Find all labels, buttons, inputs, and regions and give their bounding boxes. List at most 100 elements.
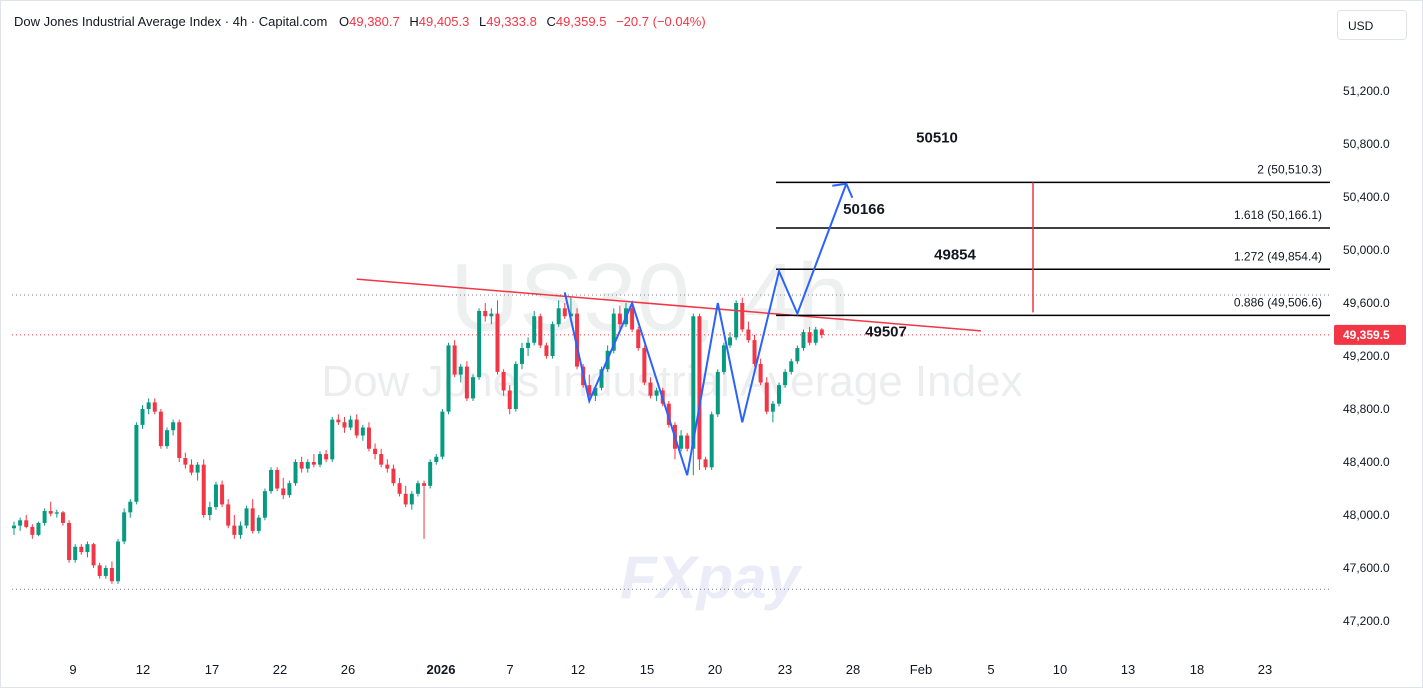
candle-body <box>783 371 788 386</box>
x-tick-label: 28 <box>846 662 860 677</box>
x-tick-label: 7 <box>506 662 513 677</box>
candle-body <box>422 483 427 486</box>
y-tick-label: 47,600.0 <box>1343 561 1390 575</box>
candle-body <box>440 411 445 457</box>
candle-body <box>226 504 231 526</box>
candle-body <box>740 303 745 330</box>
fib-annotation: 49854 <box>934 246 976 263</box>
candle-body <box>507 390 512 409</box>
y-tick-label: 50,000.0 <box>1343 243 1390 257</box>
symbol-title[interactable]: Dow Jones Industrial Average Index · 4h … <box>14 14 328 29</box>
candle-body <box>275 469 280 489</box>
candle-body <box>152 402 157 412</box>
candle-body <box>703 459 708 468</box>
candle-body <box>287 483 292 496</box>
chart-header: Dow Jones Industrial Average Index · 4h … <box>14 14 712 29</box>
candle-body <box>464 366 469 399</box>
candle-body <box>630 308 635 330</box>
currency-button[interactable]: USD <box>1337 10 1407 40</box>
fib-level-label: 2 (50,510.3) <box>1257 162 1322 176</box>
x-tick-label: 22 <box>273 662 287 677</box>
candle-body <box>538 316 543 346</box>
candle-body <box>60 512 65 523</box>
candle-body <box>709 414 714 468</box>
candle-body <box>207 507 212 515</box>
candle-body <box>611 313 616 351</box>
candle-body <box>305 462 310 469</box>
fib-annotation: 50510 <box>916 129 958 146</box>
low-value: 49,333.8 <box>486 14 537 29</box>
candle-body <box>189 464 194 473</box>
x-tick-label: 9 <box>69 662 76 677</box>
candles-group <box>12 297 824 584</box>
candle-body <box>513 363 518 409</box>
candle-body <box>36 522 41 535</box>
candle-body <box>526 342 531 349</box>
candle-body <box>446 345 451 412</box>
candle-body <box>654 390 659 396</box>
candle-body <box>636 329 641 349</box>
candle-body <box>642 348 647 383</box>
candle-body <box>519 348 524 364</box>
candle-body <box>385 464 390 469</box>
watermark-name: Dow Jones Industrial Average Index <box>321 357 1022 406</box>
x-tick-label: 12 <box>571 662 585 677</box>
candle-body <box>232 525 237 535</box>
candle-body <box>770 403 775 412</box>
x-tick-label: 17 <box>205 662 219 677</box>
candle-body <box>366 427 371 449</box>
candle-body <box>458 366 463 375</box>
candle-body <box>220 484 225 505</box>
x-tick-label: 2026 <box>427 662 456 677</box>
candle-body <box>213 484 218 508</box>
high-label: H <box>409 14 419 29</box>
candle-body <box>813 329 818 343</box>
candle-body <box>556 308 561 325</box>
candle-body <box>109 568 114 582</box>
watermark-symbol: US30, 4h <box>450 244 850 351</box>
candle-body <box>795 348 800 362</box>
candle-body <box>116 541 121 582</box>
projection-path <box>563 183 848 476</box>
candle-body <box>691 316 696 449</box>
x-tick-label: 23 <box>1258 662 1272 677</box>
candle-body <box>532 316 537 343</box>
candle-body <box>354 419 359 436</box>
candle-body <box>501 371 506 391</box>
candle-body <box>330 419 335 460</box>
candle-body <box>262 491 267 518</box>
candle-body <box>342 422 347 428</box>
candle-body <box>91 544 96 566</box>
candle-body <box>12 525 16 529</box>
candle-body <box>97 565 102 576</box>
candle-body <box>324 454 329 460</box>
fib-annotation: 49507 <box>865 323 907 340</box>
candle-body <box>85 544 90 553</box>
candle-body <box>746 329 751 341</box>
candle-body <box>201 464 206 515</box>
candle-body <box>434 456 439 462</box>
candle-body <box>67 522 72 561</box>
y-tick-label: 48,400.0 <box>1343 455 1390 469</box>
candle-body <box>73 546 78 561</box>
candle-body <box>373 448 378 455</box>
candle-body <box>336 419 341 423</box>
x-tick-label: 10 <box>1053 662 1067 677</box>
candle-body <box>489 313 494 317</box>
candle-body <box>18 520 23 526</box>
last-price-label: 49,359.5 <box>1343 328 1390 342</box>
candle-body <box>281 488 286 496</box>
candle-body <box>477 310 482 378</box>
low-label: L <box>478 14 487 29</box>
y-tick-label: 49,600.0 <box>1343 296 1390 310</box>
candle-body <box>311 462 316 465</box>
ohlc-readout: O49,380.7 H49,405.3 L49,333.8 C49,359.5 … <box>339 14 712 29</box>
candle-body <box>452 345 457 375</box>
candle-body <box>764 382 769 412</box>
candle-body <box>550 324 555 356</box>
candle-body <box>134 424 139 502</box>
candle-body <box>360 427 365 436</box>
watermark-logo: FXpay <box>620 544 803 611</box>
candle-body <box>48 511 53 514</box>
